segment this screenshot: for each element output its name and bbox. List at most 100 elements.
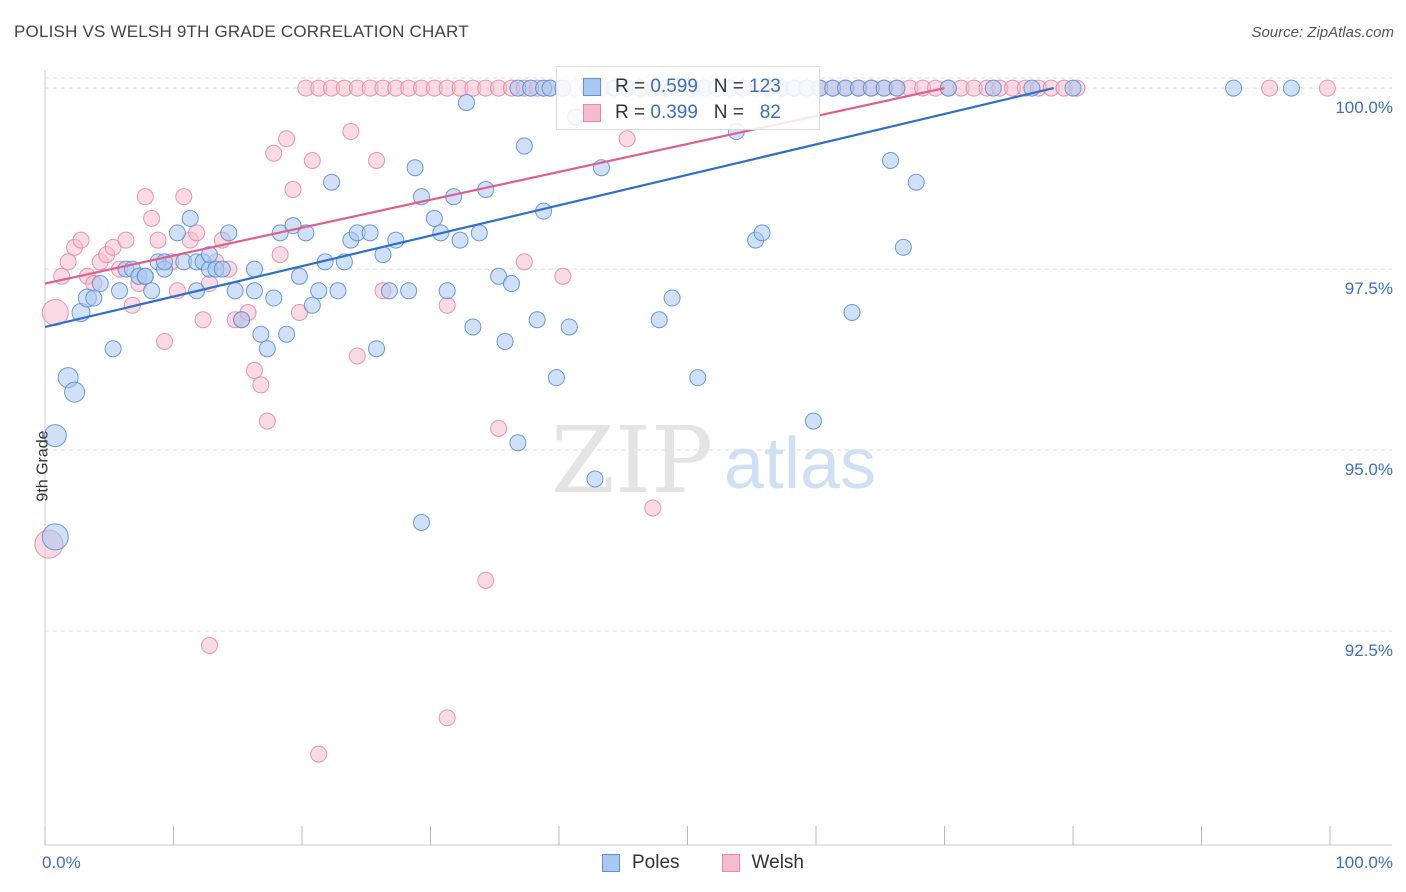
poles-point [509,434,527,452]
welsh-point [490,419,508,437]
poles-point [470,224,488,242]
welsh-point [59,253,77,271]
watermark: ZIP atlas [551,407,876,514]
poles-point [258,340,276,358]
poles-point [650,311,668,329]
welsh-point [278,130,296,148]
poles-point [310,282,328,300]
legend-item-welsh[interactable]: Welsh [721,852,804,874]
y-tick-label: 97.5% [1345,279,1393,298]
poles-legend-swatch [602,854,620,872]
poles-point [104,340,122,358]
poles-point [245,282,263,300]
poles-point [496,332,514,350]
welsh-point [188,224,206,242]
poles-point [663,289,681,307]
welsh-swatch [583,104,601,122]
welsh-point [290,304,308,322]
y-tick-label: 92.5% [1345,641,1393,660]
poles-r-label: R = [615,76,646,97]
poles-point [451,231,469,249]
poles-point [804,412,822,430]
poles-point [502,275,520,293]
tick-labels: 100.0% 97.5% 95.0% 92.5% 0.0% 100.0% [42,98,1393,872]
poles-point [200,246,218,264]
poles-point [245,260,263,278]
poles-point [303,296,321,314]
poles-legend-label: Poles [632,852,680,873]
poles-n-label: N = [713,76,744,97]
y-axis-label: 9th Grade [34,430,52,502]
poles-point [213,260,231,278]
welsh-point [136,188,154,206]
poles-point [547,369,565,387]
welsh-point [200,637,218,655]
poles-point [226,282,244,300]
welsh-legend-swatch [721,854,740,872]
welsh-point [618,130,636,148]
poles-point [528,311,546,329]
poles-point [560,318,578,336]
x-tick-label-right: 100.0% [1335,853,1393,872]
poles-swatch [583,78,601,96]
legend-row-poles: R = 0.599 N = 123 [583,76,781,98]
welsh-point [104,238,122,256]
welsh-point [368,151,386,169]
poles-point [457,94,475,112]
legend-item-poles[interactable]: Poles [602,852,680,874]
poles-point [85,289,103,307]
welsh-point [644,499,662,517]
poles-point [181,209,199,227]
poles-point [278,325,296,343]
poles-point [1225,79,1243,97]
poles-point [400,282,418,300]
stats-legend: R = 0.599 N = 123 R = 0.399 N = 82 [556,66,820,130]
welsh-n-value: 82 [759,102,781,123]
welsh-point [194,311,212,329]
poles-point [368,340,386,358]
welsh-r-label: R = [615,102,646,123]
welsh-point [310,745,328,763]
welsh-point [156,332,174,350]
welsh-point [438,709,456,727]
poles-point [753,224,771,242]
poles-point [1064,79,1082,97]
series-legend: Poles Welsh [0,852,1406,874]
poles-point [41,523,69,551]
poles-point [297,224,315,242]
poles-trendline [44,87,1054,329]
poles-point [464,318,482,336]
welsh-r-value: 0.399 [650,102,698,123]
welsh-point [477,571,495,589]
poles-point [361,224,379,242]
poles-point [894,238,912,256]
poles-point [515,137,533,155]
welsh-point [117,231,135,249]
poles-r-value: 0.599 [650,76,698,97]
poles-point [413,513,431,531]
source-label: Source: ZipAtlas.com [1251,24,1394,41]
y-tick-label: 95.0% [1345,460,1393,479]
poles-point [323,173,341,191]
poles-point [406,159,424,177]
welsh-point [284,180,302,198]
welsh-point [271,246,289,264]
welsh-legend-label: Welsh [751,852,804,873]
welsh-point [303,151,321,169]
watermark-zip: ZIP [551,407,713,514]
welsh-point [175,188,193,206]
welsh-point [258,412,276,430]
poles-point [843,304,861,322]
poles-point [984,79,1002,97]
welsh-point [245,361,263,379]
poles-point [233,311,251,329]
y-tick-label: 100.0% [1335,98,1393,117]
welsh-point [554,267,572,285]
welsh-point [265,144,283,162]
poles-point [907,173,925,191]
welsh-point [149,231,167,249]
x-tick-label-left: 0.0% [42,853,81,872]
poles-point [425,209,443,227]
welsh-point [143,209,161,227]
